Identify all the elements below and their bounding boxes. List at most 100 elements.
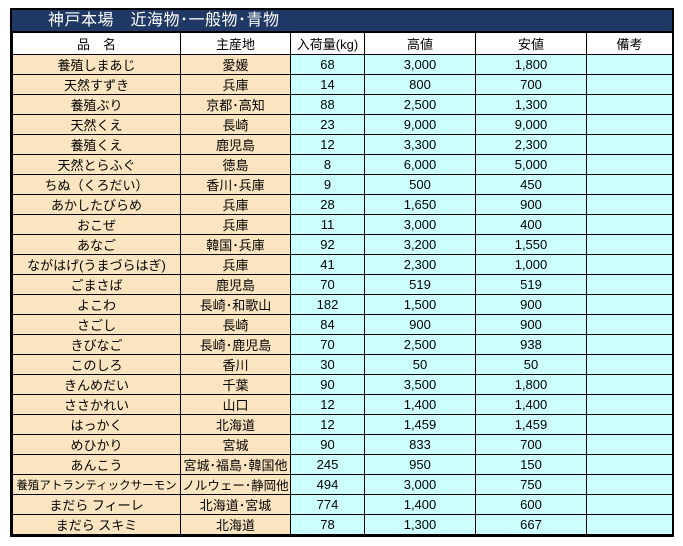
cell-origin: 長崎 [180,114,291,135]
table-row: ちぬ（くろだい） 香川･兵庫 9 500 450 [12,174,673,195]
cell-high-price: 3,000 [364,54,476,75]
cell-quantity: 9 [290,174,365,195]
cell-remarks [586,374,673,395]
cell-quantity: 12 [290,134,365,155]
cell-remarks [586,334,673,355]
table-row: ながはげ(うまづらはぎ) 兵庫 41 2,300 1,000 [12,254,673,275]
cell-remarks [586,474,673,495]
cell-origin: 北海道･宮城 [180,494,291,515]
cell-origin: 千葉 [180,374,291,395]
cell-name: あなご [12,234,181,255]
cell-low-price: 900 [475,194,587,215]
cell-origin: 長崎･和歌山 [180,294,291,315]
cell-quantity: 182 [290,294,365,315]
table-row: おこぜ 兵庫 11 3,000 400 [12,214,673,235]
column-header-cell-high-price: 高値 [364,32,476,55]
cell-high-price: 800 [364,74,476,95]
cell-origin: 長崎･鹿児島 [180,334,291,355]
cell-quantity: 92 [290,234,365,255]
cell-high-price: 833 [364,434,476,455]
cell-remarks [586,74,673,95]
cell-name: あんこう [12,454,181,475]
cell-name: 養殖しまあじ [12,54,181,75]
cell-name: ながはげ(うまづらはぎ) [12,254,181,275]
cell-high-price: 500 [364,174,476,195]
cell-name: 養殖アトランティックサーモン [12,474,181,495]
cell-origin: 京都･高知 [180,94,291,115]
cell-low-price: 450 [475,174,587,195]
cell-name: さごし [12,314,181,335]
sheet-title: 神戸本場 近海物･一般物･青物 [12,10,672,32]
cell-remarks [586,234,673,255]
table-row: まだら フィーレ 北海道･宮城 774 1,400 600 [12,494,673,515]
market-price-sheet: 神戸本場 近海物･一般物･青物 品 名主産地 入荷量(kg) 高値 安値 備考 養殖しま… [10,8,674,537]
cell-name: 養殖ぶり [12,94,181,115]
cell-origin: 兵庫 [180,214,291,235]
cell-origin: 山口 [180,394,291,415]
column-header-cell-name: 品 名 [12,32,181,55]
cell-remarks [586,254,673,275]
cell-remarks [586,394,673,415]
cell-name: ささかれい [12,394,181,415]
cell-low-price: 400 [475,214,587,235]
table-row: あなご 韓国･兵庫 92 3,200 1,550 [12,234,673,255]
cell-low-price: 700 [475,434,587,455]
cell-low-price: 1,300 [475,94,587,115]
cell-high-price: 900 [364,314,476,335]
cell-name: まだら フィーレ [12,494,181,515]
cell-quantity: 90 [290,434,365,455]
cell-quantity: 14 [290,74,365,95]
cell-low-price: 600 [475,494,587,515]
cell-quantity: 494 [290,474,365,495]
cell-high-price: 3,300 [364,134,476,155]
cell-remarks [586,274,673,295]
table-row: 養殖アトランティックサーモン ノルウェー･静岡他 494 3,000 750 [12,474,673,495]
cell-quantity: 41 [290,254,365,275]
cell-high-price: 950 [364,454,476,475]
cell-high-price: 1,500 [364,294,476,315]
table-row: あんこう 宮城･福島･韓国他 245 950 150 [12,454,673,475]
cell-quantity: 90 [290,374,365,395]
column-header-cell-remarks: 備考 [586,32,673,55]
cell-high-price: 3,000 [364,474,476,495]
table-row: あかしたびらめ 兵庫 28 1,650 900 [12,194,673,215]
cell-name: めひかり [12,434,181,455]
cell-origin: 北海道 [180,414,291,435]
table-row: きびなご 長崎･鹿児島 70 2,500 938 [12,334,673,355]
cell-high-price: 2,500 [364,94,476,115]
table-row: めひかり 宮城 90 833 700 [12,434,673,455]
cell-remarks [586,154,673,175]
cell-low-price: 938 [475,334,587,355]
cell-remarks [586,354,673,375]
cell-origin: 北海道 [180,514,291,535]
column-header-cell-quantity: 入荷量(kg) [290,32,365,55]
cell-origin: 兵庫 [180,254,291,275]
cell-low-price: 750 [475,474,587,495]
cell-name: きんめだい [12,374,181,395]
cell-low-price: 50 [475,354,587,375]
cell-high-price: 1,300 [364,514,476,535]
cell-origin: 徳島 [180,154,291,175]
cell-low-price: 1,800 [475,374,587,395]
cell-remarks [586,434,673,455]
cell-high-price: 3,000 [364,214,476,235]
cell-name: はっかく [12,414,181,435]
cell-remarks [586,294,673,315]
cell-origin: 鹿児島 [180,134,291,155]
cell-name: あかしたびらめ [12,194,181,215]
cell-quantity: 12 [290,414,365,435]
cell-remarks [586,54,673,75]
cell-remarks [586,414,673,435]
cell-name: 養殖くえ [12,134,181,155]
cell-quantity: 23 [290,114,365,135]
cell-remarks [586,194,673,215]
table-row: まだら スキミ 北海道 78 1,300 667 [12,514,673,535]
table-row: さごし 長崎 84 900 900 [12,314,673,335]
cell-name: 天然すずき [12,74,181,95]
cell-origin: 鹿児島 [180,274,291,295]
table-row: きんめだい 千葉 90 3,500 1,800 [12,374,673,395]
table-body: 養殖しまあじ 愛媛 68 3,000 1,800 天然すずき 兵庫 14 800 700 養殖ぶり京… [12,54,673,535]
cell-name: 天然くえ [12,114,181,135]
cell-remarks [586,214,673,235]
cell-quantity: 12 [290,394,365,415]
